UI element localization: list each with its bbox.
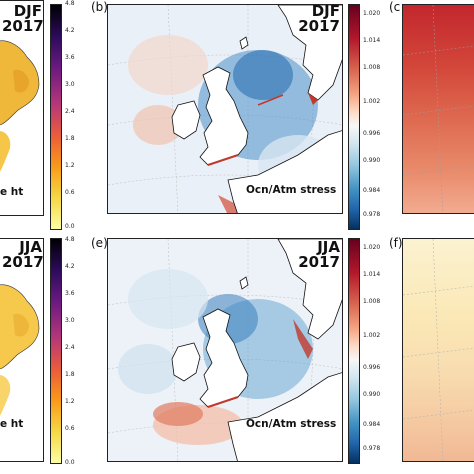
stress-colorbar-top bbox=[348, 4, 360, 230]
stress-cbar-top-tick-1: 1.014 bbox=[363, 37, 381, 44]
stress-map-jja bbox=[108, 239, 342, 461]
wave-cbar-top-tick-0: 4.8 bbox=[65, 0, 75, 7]
stress-map-djf bbox=[108, 5, 342, 213]
panel-b-title: DJF 2017 bbox=[290, 4, 340, 34]
wave-height-map bbox=[0, 40, 40, 172]
stress-cbar-bottom-tick-4: 0.996 bbox=[363, 364, 381, 371]
stress-cbar-bottom-tick-7: 0.978 bbox=[363, 445, 381, 452]
panel-a-top-season: DJF bbox=[13, 2, 42, 20]
panel-c-map bbox=[402, 4, 474, 214]
panel-e-title: JJA 2017 bbox=[290, 240, 340, 270]
wave-cbar-bottom-tick-8: 0.0 bbox=[65, 459, 75, 466]
panel-e-season: JJA bbox=[317, 238, 340, 256]
panel-b-year: 2017 bbox=[298, 17, 340, 35]
panel-a-top-title: DJF 2017 bbox=[2, 2, 44, 35]
panel-a-top-year: 2017 bbox=[2, 17, 44, 35]
wave-cbar-top-tick-4: 2.4 bbox=[65, 108, 75, 115]
stress-cbar-bottom-tick-3: 1.002 bbox=[363, 332, 381, 339]
panel-a-bottom-season: JJA bbox=[19, 238, 42, 256]
panel-e-caption: Ocn/Atm stress bbox=[246, 418, 337, 430]
panel-a-top-caption: e ht bbox=[0, 186, 24, 198]
stress-cbar-bottom-tick-0: 1.020 bbox=[363, 244, 381, 251]
stress-cbar-top-tick-0: 1.020 bbox=[363, 10, 381, 17]
panel-f-label: (f) bbox=[389, 236, 403, 250]
wave-cbar-top-tick-3: 3.0 bbox=[65, 81, 75, 88]
wave-cbar-bottom-tick-1: 4.2 bbox=[65, 263, 75, 270]
stress-cbar-bottom-tick-1: 1.014 bbox=[363, 271, 381, 278]
stress-cbar-top-tick-5: 0.990 bbox=[363, 157, 381, 164]
panel-b-caption: Ocn/Atm stress bbox=[246, 184, 337, 196]
stress-cbar-top-tick-6: 0.984 bbox=[363, 187, 381, 194]
wave-cbar-bottom-tick-5: 1.8 bbox=[65, 371, 75, 378]
wave-cbar-bottom-tick-6: 1.2 bbox=[65, 398, 75, 405]
wave-cbar-bottom-tick-0: 4.8 bbox=[65, 236, 75, 243]
panel-e-year: 2017 bbox=[298, 253, 340, 271]
panel-a-bottom-title: JJA 2017 bbox=[2, 238, 44, 271]
stress-cbar-bottom-tick-2: 1.008 bbox=[363, 298, 381, 305]
panel-c-label: (c bbox=[389, 0, 401, 14]
stress-cbar-top-tick-4: 0.996 bbox=[363, 130, 381, 137]
panel-b-map bbox=[107, 4, 343, 214]
stress-colorbar-bottom bbox=[348, 238, 360, 464]
wave-cbar-top-tick-8: 0.0 bbox=[65, 223, 75, 230]
wave-cbar-top-tick-7: 0.6 bbox=[65, 189, 75, 196]
panel-e-map bbox=[107, 238, 343, 462]
panel-a-bottom-caption: e ht bbox=[0, 418, 24, 430]
panel-a-top-map bbox=[0, 0, 44, 216]
wave-cbar-top-tick-1: 4.2 bbox=[65, 27, 75, 34]
stress-cbar-top-tick-2: 1.008 bbox=[363, 64, 381, 71]
wave-cbar-bottom-tick-7: 0.6 bbox=[65, 425, 75, 432]
wave-cbar-top-tick-2: 3.6 bbox=[65, 54, 75, 61]
stress-cbar-top-tick-3: 1.002 bbox=[363, 98, 381, 105]
panel-f-field bbox=[403, 239, 474, 461]
wave-cbar-bottom-tick-2: 3.6 bbox=[65, 290, 75, 297]
panel-a-bottom-map bbox=[0, 238, 44, 462]
panel-b-label: (b) bbox=[91, 0, 108, 14]
wave-height-map-jja bbox=[0, 284, 40, 416]
wave-cbar-top-tick-5: 1.8 bbox=[65, 135, 75, 142]
wave-colorbar-top bbox=[50, 4, 62, 230]
panel-a-bottom-year: 2017 bbox=[2, 253, 44, 271]
wave-cbar-bottom-tick-3: 3.0 bbox=[65, 317, 75, 324]
panel-e-label: (e) bbox=[91, 236, 108, 250]
wave-colorbar-bottom bbox=[50, 238, 62, 464]
panel-c-field bbox=[403, 5, 474, 213]
stress-cbar-bottom-tick-5: 0.990 bbox=[363, 391, 381, 398]
panel-b-season: DJF bbox=[311, 2, 340, 20]
wave-cbar-bottom-tick-4: 2.4 bbox=[65, 344, 75, 351]
stress-cbar-top-tick-7: 0.978 bbox=[363, 211, 381, 218]
wave-cbar-top-tick-6: 1.2 bbox=[65, 162, 75, 169]
panel-f-map bbox=[402, 238, 474, 462]
stress-cbar-bottom-tick-6: 0.984 bbox=[363, 421, 381, 428]
